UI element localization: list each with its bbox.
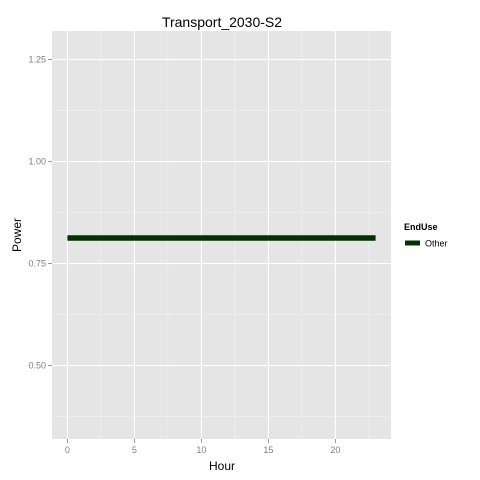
y-tick-label: 1.25 — [28, 55, 46, 65]
chart-title: Transport_2030-S2 — [162, 14, 282, 30]
x-axis-ticks: 0 5 10 15 20 — [65, 439, 340, 455]
minor-grid — [52, 31, 391, 439]
y-axis-title: Power — [10, 218, 24, 252]
y-tick-label: 0.50 — [28, 361, 46, 371]
legend-title: EndUse — [404, 222, 438, 232]
y-axis-ticks: 0.50 0.75 1.00 1.25 — [28, 55, 52, 371]
x-tick-label: 0 — [65, 445, 70, 455]
major-grid — [52, 31, 391, 439]
plot-panel — [52, 31, 391, 439]
legend-entries: Other — [405, 239, 448, 249]
legend-label-other: Other — [425, 239, 448, 249]
y-tick-label: 0.75 — [28, 259, 46, 269]
x-axis-title: Hour — [209, 459, 235, 473]
x-tick-label: 10 — [196, 445, 206, 455]
x-tick-label: 5 — [132, 445, 137, 455]
y-tick-label: 1.00 — [28, 157, 46, 167]
x-tick-label: 15 — [263, 445, 273, 455]
x-tick-label: 20 — [330, 445, 340, 455]
legend: EndUse Other — [404, 222, 448, 249]
